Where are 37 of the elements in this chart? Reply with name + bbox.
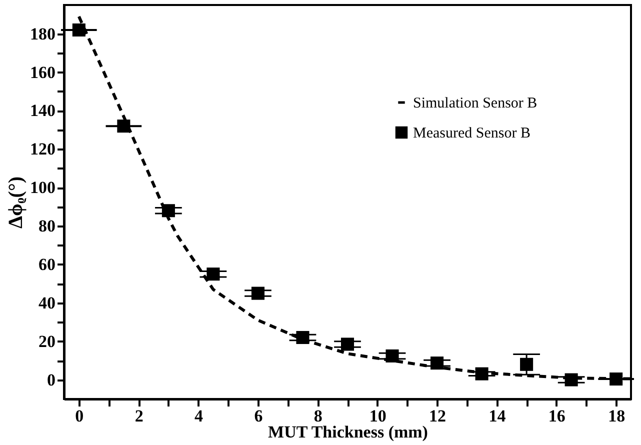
point <box>520 358 534 371</box>
legend-label: Measured Sensor B <box>413 126 530 142</box>
x-tick-label: 14 <box>488 406 506 426</box>
point <box>206 268 220 281</box>
y-tick-label: 140 <box>30 101 56 120</box>
point <box>162 204 175 218</box>
y-tick-label: 20 <box>38 332 56 351</box>
x-tick-label: 2 <box>134 406 144 426</box>
point <box>386 349 399 362</box>
y-tick-label: 180 <box>30 24 56 44</box>
y-tick-label: 100 <box>30 178 56 198</box>
y-tick-label: 0 <box>47 370 56 390</box>
y-axis-title: Δϕᵨ(°) <box>5 176 27 229</box>
point <box>340 338 354 351</box>
x-tick-label: 12 <box>429 406 446 426</box>
x-axis-title: MUT Thickness (mm) <box>268 422 428 442</box>
point <box>296 330 310 344</box>
y-tick-label: 40 <box>38 293 56 312</box>
point <box>475 367 488 380</box>
legend-label: Simulation Sensor B <box>413 96 538 112</box>
x-tick-label: 8 <box>314 406 322 426</box>
x-tick-label: 6 <box>254 406 263 426</box>
y-tick-label: 160 <box>30 62 56 82</box>
x-tick-label: 4 <box>194 406 204 426</box>
x-tick-label: 16 <box>548 406 566 426</box>
y-tick-label: 80 <box>38 216 56 236</box>
point <box>72 23 86 37</box>
point <box>251 286 264 300</box>
point <box>430 356 444 370</box>
x-tick-label: 0 <box>75 406 84 426</box>
y-tick-label: 120 <box>30 140 56 159</box>
y-tick-label: 60 <box>38 254 56 274</box>
point <box>610 372 623 386</box>
point <box>564 373 578 386</box>
x-tick-label: 10 <box>369 406 386 426</box>
x-tick-label: 18 <box>608 406 626 426</box>
point <box>117 120 130 133</box>
